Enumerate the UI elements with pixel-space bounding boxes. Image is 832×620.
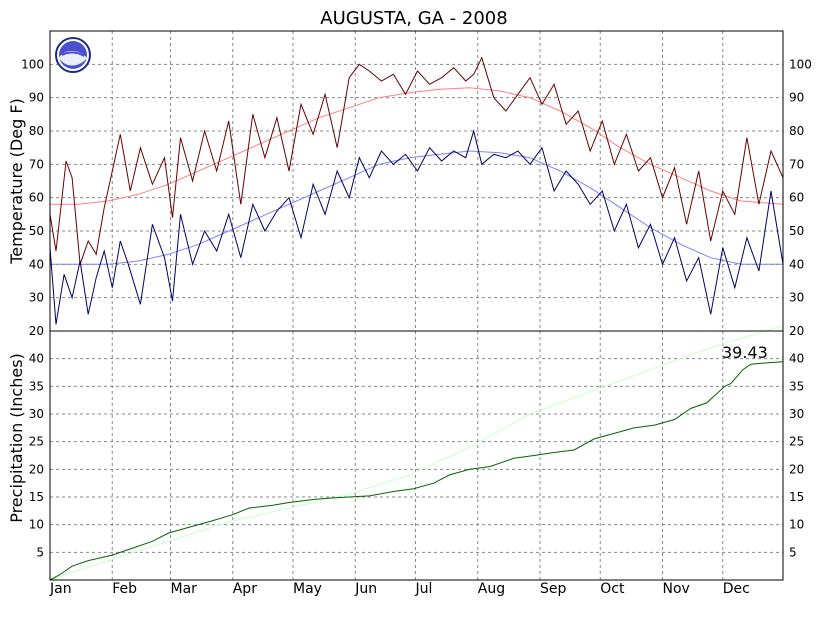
month-tick-label: Jun xyxy=(354,581,377,597)
temperature-tick-label-right: 70 xyxy=(789,157,804,171)
temperature-tick-label-left: 60 xyxy=(29,191,44,205)
precipitation-tick-label-right: 15 xyxy=(789,490,804,504)
daily-high-line xyxy=(49,56,784,265)
month-tick-label: Oct xyxy=(600,581,625,597)
month-tick-label: Mar xyxy=(170,581,197,597)
normal-precipitation-line xyxy=(49,325,784,581)
month-tick-label: Feb xyxy=(112,581,137,597)
temperature-tick-label-left: 50 xyxy=(29,224,44,238)
normal-low-line xyxy=(50,150,783,265)
temperature-tick-label-left: 20 xyxy=(29,324,44,338)
temperature-tick-label-right: 100 xyxy=(789,57,812,71)
temperature-tick-label-left: 100 xyxy=(21,57,44,71)
temperature-tick-label-left: 30 xyxy=(29,291,44,305)
temperature-tick-label-right: 40 xyxy=(789,257,804,271)
month-tick-label: Apr xyxy=(233,581,257,597)
temperature-plot-frame xyxy=(49,30,784,332)
month-tick-label: Dec xyxy=(723,581,750,597)
precipitation-grid xyxy=(50,331,783,580)
month-tick-label: Jan xyxy=(49,581,72,597)
temperature-tick-label-left: 90 xyxy=(29,91,44,105)
precipitation-tick-label-right: 25 xyxy=(789,435,804,449)
precipitation-tick-label-left: 15 xyxy=(29,490,44,504)
precipitation-tick-label-right: 30 xyxy=(789,407,804,421)
month-tick-label: Sep xyxy=(540,581,567,597)
temperature-grid xyxy=(50,31,783,331)
axis-tick-labels: 20 20 30 30 40 40 50 50 60 60 70 70 80 80 90 90 100 100 5 5… xyxy=(21,57,812,597)
precipitation-tick-label-left: 40 xyxy=(29,352,44,366)
precipitation-tick-label-right: 10 xyxy=(789,518,804,532)
precipitation-tick-label-left: 10 xyxy=(29,518,44,532)
temperature-tick-label-right: 20 xyxy=(789,324,804,338)
precipitation-total-annotation: 39.43 xyxy=(722,343,768,362)
temperature-axis-label: Temperature (Deg F) xyxy=(7,98,26,265)
temperature-tick-label-right: 60 xyxy=(789,191,804,205)
precipitation-tick-label-left: 30 xyxy=(29,407,44,421)
precipitation-tick-label-right: 5 xyxy=(789,545,797,559)
precipitation-tick-label-right: 20 xyxy=(789,462,804,476)
precipitation-tick-label-left: 5 xyxy=(36,545,44,559)
temperature-series xyxy=(49,56,784,325)
temperature-tick-label-right: 80 xyxy=(789,124,804,138)
precipitation-plot-frame xyxy=(49,330,784,581)
precipitation-axis-label: Precipitation (Inches) xyxy=(7,353,26,523)
precipitation-tick-label-right: 40 xyxy=(789,352,804,366)
precipitation-tick-label-left: 25 xyxy=(29,435,44,449)
month-tick-label: Jul xyxy=(414,581,432,597)
temperature-tick-label-right: 90 xyxy=(789,91,804,105)
chart-title: AUGUSTA, GA - 2008 xyxy=(320,8,507,29)
temperature-tick-label-left: 40 xyxy=(29,257,44,271)
month-tick-label: Nov xyxy=(663,581,690,597)
temperature-tick-label-right: 50 xyxy=(789,224,804,238)
noaa-logo xyxy=(55,37,91,73)
temperature-tick-label-right: 30 xyxy=(789,291,804,305)
month-tick-label: May xyxy=(293,581,322,597)
daily-low-line xyxy=(49,129,784,325)
cumulative-precipitation-line xyxy=(49,361,784,581)
normal-high-line xyxy=(50,87,784,205)
precipitation-tick-label-left: 20 xyxy=(29,462,44,476)
precipitation-tick-label-left: 35 xyxy=(29,379,44,393)
temperature-tick-label-left: 80 xyxy=(29,124,44,138)
precipitation-series xyxy=(49,325,784,581)
temperature-tick-label-left: 70 xyxy=(29,157,44,171)
precipitation-tick-label-right: 35 xyxy=(789,379,804,393)
month-tick-label: Aug xyxy=(478,581,505,597)
